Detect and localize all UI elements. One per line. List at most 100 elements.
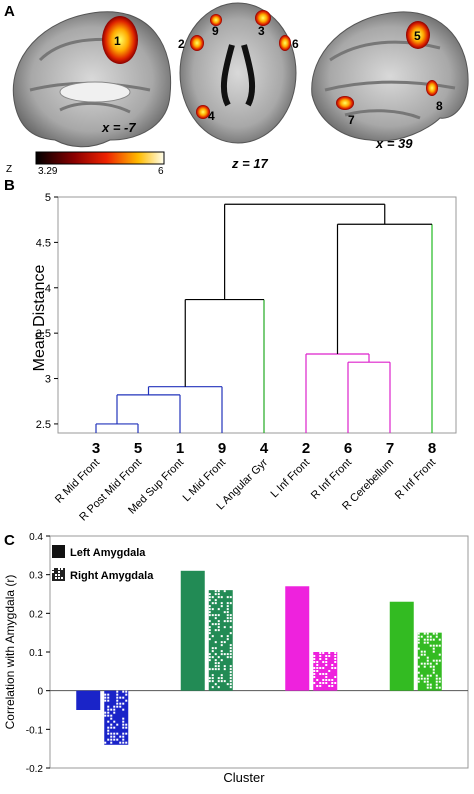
bar-speckle <box>107 714 110 717</box>
bar-speckle <box>229 626 232 629</box>
bar-speckle <box>229 614 232 617</box>
dendrogram-leaf-number: 8 <box>428 440 436 457</box>
bar-speckle <box>229 620 232 623</box>
bar-speckle <box>107 711 110 714</box>
bar-speckle <box>229 647 232 650</box>
bar-speckle <box>426 683 429 686</box>
bar-speckle <box>107 696 110 699</box>
colorbar-z-label: Z <box>6 164 12 175</box>
activation-blob-4 <box>196 105 210 119</box>
bar-speckle <box>226 614 229 617</box>
bar-speckle <box>417 641 420 644</box>
bar-speckle <box>417 635 420 638</box>
bar-speckle <box>211 623 214 626</box>
bar-speckle <box>423 677 426 680</box>
bar-speckle <box>58 568 60 570</box>
bar-speckle <box>226 620 229 623</box>
bar-speckle <box>116 702 119 705</box>
bar-speckle <box>113 735 116 738</box>
bar-speckle <box>104 696 107 699</box>
bar-speckle <box>220 677 223 680</box>
bar-speckle <box>432 647 435 650</box>
brain-image-center <box>179 2 297 144</box>
bar-speckle <box>214 614 217 617</box>
bar-chart-y-tick-label: -0.2 <box>26 764 44 775</box>
bar-speckle <box>417 632 420 635</box>
bar-speckle <box>226 617 229 620</box>
bar-speckle <box>429 635 432 638</box>
bar-speckle <box>125 699 128 702</box>
bar-speckle <box>229 674 232 677</box>
bar-speckle <box>214 629 217 632</box>
bar-speckle <box>226 656 229 659</box>
region-label-6: 6 <box>292 37 299 51</box>
bar-speckle <box>217 608 220 611</box>
bar-speckle <box>104 711 107 714</box>
bar-speckle <box>116 732 119 735</box>
bar-speckle <box>331 664 334 666</box>
bar-speckle <box>104 699 107 702</box>
slice-label-center: z = 17 <box>231 156 269 171</box>
bar-speckle <box>417 680 420 683</box>
bar-speckle <box>316 670 319 672</box>
bar-speckle <box>229 653 232 656</box>
bar-speckle <box>119 696 122 699</box>
activation-blob-8 <box>426 80 438 96</box>
bar-speckle <box>116 705 119 708</box>
bar-speckle <box>229 617 232 620</box>
region-label-8: 8 <box>436 99 443 113</box>
bar-speckle <box>322 673 325 675</box>
bar-speckle <box>423 641 426 644</box>
bar-speckle <box>229 644 232 647</box>
activation-blob-3 <box>255 10 271 26</box>
bar-speckle <box>334 667 337 669</box>
bar-speckle <box>223 590 226 593</box>
bar-speckle <box>438 644 441 647</box>
bar-speckle <box>119 741 122 744</box>
bar-speckle <box>426 674 429 677</box>
bar-speckle <box>211 596 214 599</box>
colorbar-max-label: 6 <box>158 166 164 177</box>
dendrogram-axes: 2.5 3 3.5 4 4.5 5 <box>36 192 457 434</box>
dendrogram-y-tick-label: 3 <box>45 374 51 386</box>
dendrogram-leaf-number: 5 <box>134 440 142 457</box>
bar-speckle <box>426 641 429 644</box>
bar-speckle <box>220 650 223 653</box>
bar-chart-y-tick-label: 0 <box>37 687 43 698</box>
bar-speckle <box>429 686 432 689</box>
bar-speckle <box>211 647 214 650</box>
bar-speckle <box>107 693 110 696</box>
bar-speckle <box>325 658 328 660</box>
corpus-callosum-left <box>59 81 131 103</box>
bar-speckle <box>328 685 331 687</box>
bar-speckle <box>229 683 232 686</box>
bar-speckle <box>426 677 429 680</box>
bar-speckle <box>432 665 435 668</box>
bar-speckle <box>226 605 229 608</box>
bar-speckle <box>214 668 217 671</box>
bar-speckle <box>214 593 217 596</box>
dendrogram-leaf-number: 9 <box>218 440 226 457</box>
bar-speckle <box>217 662 220 665</box>
bar-speckle <box>52 568 54 570</box>
bar-speckle <box>426 659 429 662</box>
bar-speckle <box>122 717 125 720</box>
dendrogram-leaf-number: 1 <box>176 440 184 457</box>
bar-speckle <box>122 723 125 726</box>
bar-speckle <box>429 662 432 665</box>
dendrogram-leaf-label: R Inf Front <box>309 457 354 502</box>
bar-speckle <box>319 652 322 654</box>
dendrogram-leaf-number: 4 <box>260 440 269 457</box>
bar-speckle <box>322 652 325 654</box>
brain-slice-axial-center <box>179 2 297 144</box>
bar-speckle <box>423 662 426 665</box>
region-label-3: 3 <box>258 24 265 38</box>
bar-speckle <box>220 680 223 683</box>
bar-speckle <box>420 674 423 677</box>
bar-speckle <box>223 665 226 668</box>
bar-speckle <box>214 665 217 668</box>
bar-speckle <box>116 738 119 741</box>
bar-speckle <box>316 661 319 663</box>
region-label-2: 2 <box>178 37 185 51</box>
